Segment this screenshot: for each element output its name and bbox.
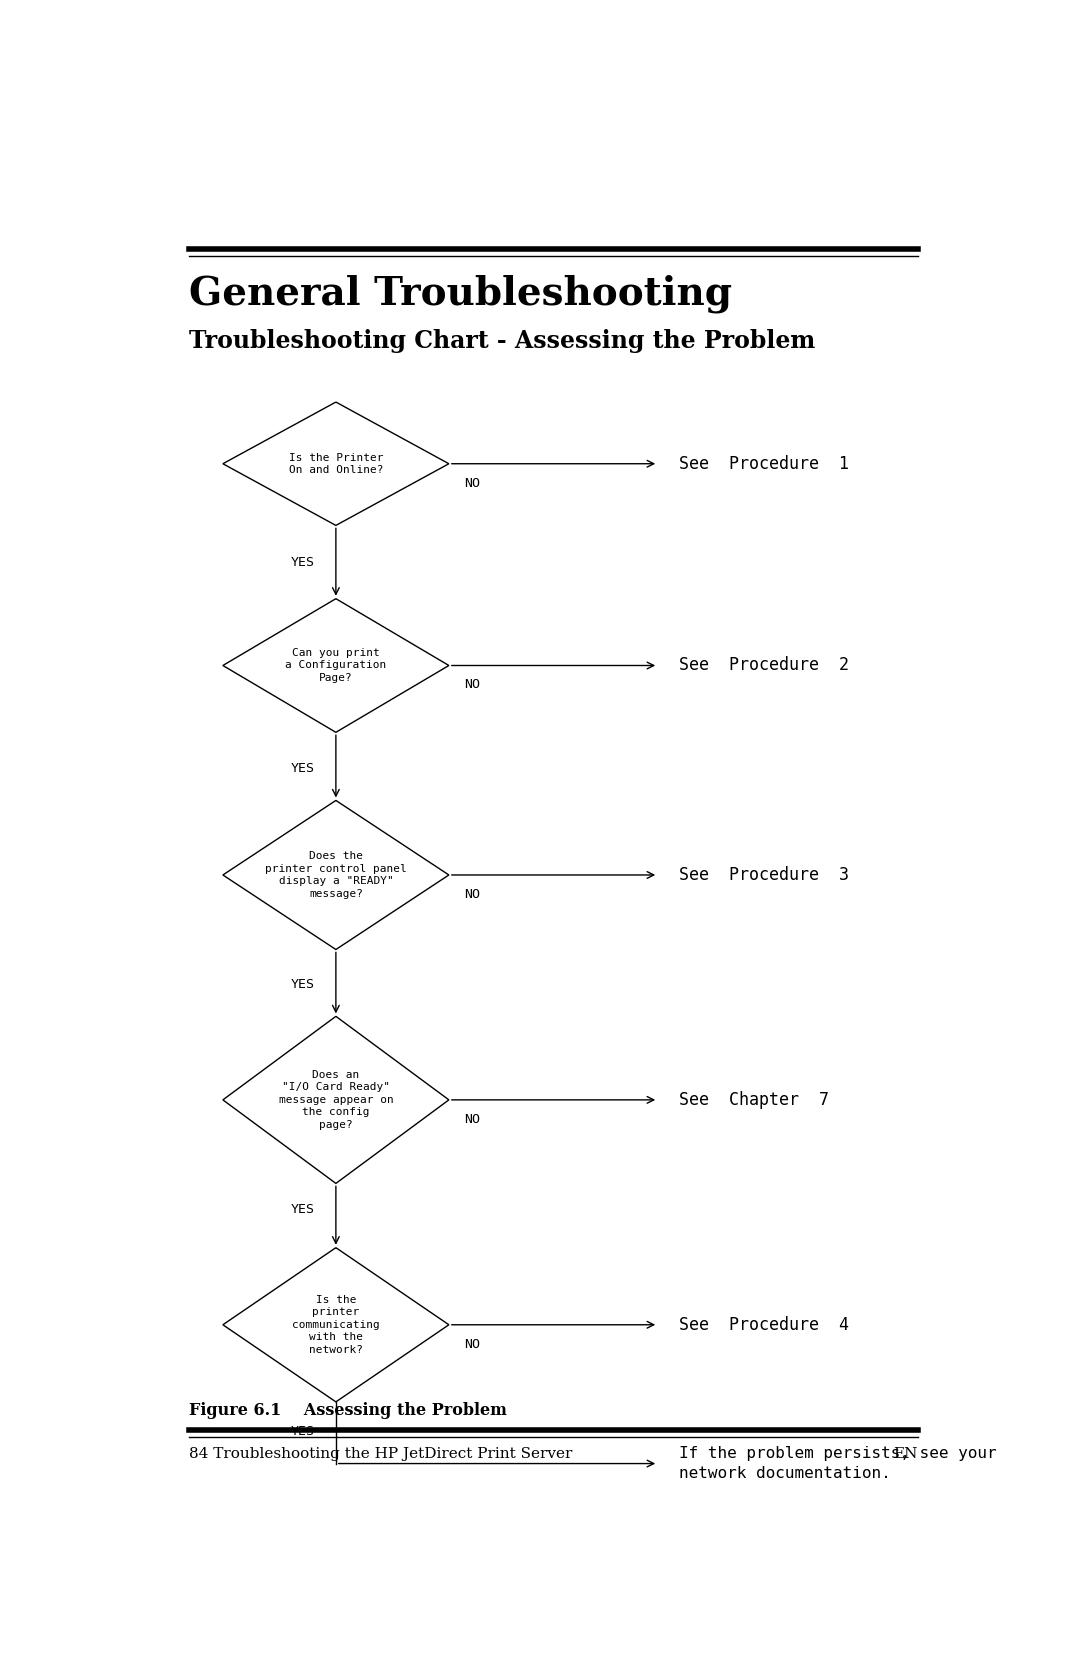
Text: EN: EN — [893, 1447, 918, 1460]
Text: See  Procedure  1: See Procedure 1 — [679, 454, 849, 472]
Text: 84 Troubleshooting the HP JetDirect Print Server: 84 Troubleshooting the HP JetDirect Prin… — [189, 1447, 572, 1460]
Text: Does the
printer control panel
display a "READY"
message?: Does the printer control panel display a… — [265, 851, 407, 898]
Text: See  Chapter  7: See Chapter 7 — [679, 1092, 829, 1108]
Text: NO: NO — [464, 1113, 480, 1125]
Text: See  Procedure  3: See Procedure 3 — [679, 866, 849, 885]
Text: NO: NO — [464, 477, 480, 489]
Text: YES: YES — [291, 978, 315, 991]
Text: Is the Printer
On and Online?: Is the Printer On and Online? — [288, 452, 383, 476]
Text: If the problem persists, see your
network documentation.: If the problem persists, see your networ… — [679, 1445, 997, 1480]
Text: NO: NO — [464, 888, 480, 901]
Text: See  Procedure  4: See Procedure 4 — [679, 1315, 849, 1334]
Text: General Troubleshooting: General Troubleshooting — [189, 275, 732, 314]
Text: NO: NO — [464, 1337, 480, 1350]
Text: YES: YES — [291, 556, 315, 569]
Text: See  Procedure  2: See Procedure 2 — [679, 656, 849, 674]
Text: Troubleshooting Chart - Assessing the Problem: Troubleshooting Chart - Assessing the Pr… — [189, 329, 815, 352]
Text: Can you print
a Configuration
Page?: Can you print a Configuration Page? — [285, 648, 387, 683]
Text: YES: YES — [291, 1203, 315, 1215]
Text: YES: YES — [291, 1425, 315, 1439]
Text: YES: YES — [291, 761, 315, 774]
Text: Does an
"I/O Card Ready"
message appear on
the config
page?: Does an "I/O Card Ready" message appear … — [279, 1070, 393, 1130]
Text: Figure 6.1    Assessing the Problem: Figure 6.1 Assessing the Problem — [189, 1402, 508, 1419]
Text: Is the
printer
communicating
with the
network?: Is the printer communicating with the ne… — [292, 1295, 380, 1355]
Text: NO: NO — [464, 678, 480, 691]
